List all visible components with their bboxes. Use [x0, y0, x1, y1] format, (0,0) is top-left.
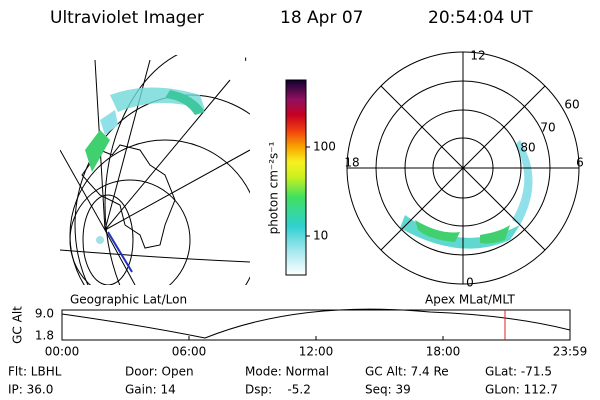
title: Ultraviolet Imager [50, 8, 204, 28]
lat-label: 70 [540, 121, 555, 135]
status-field: Mode: Normal [245, 365, 329, 379]
status-field: GLat: -71.5 [485, 365, 552, 379]
time: 20:54:04 UT [428, 8, 533, 28]
x-tick-label: 00:00 [45, 345, 80, 359]
mlt-label: 6 [576, 156, 584, 170]
altitude-curve [61, 308, 571, 339]
status-field: Dsp: -5.2 [245, 383, 311, 397]
panel-caption: Apex MLat/MLT [425, 293, 515, 307]
status-field: GC Alt: 7.4 Re [365, 365, 449, 379]
status-field: Gain: 14 [125, 383, 176, 397]
lat-label: 60 [564, 98, 579, 112]
geographic-map [60, 55, 250, 285]
status-field: Flt: LBHL [8, 365, 62, 379]
status-field: Door: Open [125, 365, 194, 379]
colorbar-label: photon cm⁻²s⁻¹ [267, 141, 281, 234]
mlt-label: 18 [344, 156, 359, 170]
panel-caption: Geographic Lat/Lon [70, 293, 187, 307]
x-tick-label: 06:00 [172, 345, 207, 359]
colorbar [285, 79, 307, 276]
status-field: Seq: 39 [365, 383, 411, 397]
x-tick-label: 12:00 [299, 345, 334, 359]
map-mark: ' [244, 56, 247, 70]
colorbar-tick: 100 [313, 140, 336, 154]
y-label: 1.8 [35, 329, 54, 343]
lat-label: 80 [520, 141, 535, 155]
axis-label: GC Alt [11, 306, 25, 344]
y-label: 9.0 [35, 307, 54, 321]
date: 18 Apr 07 [280, 8, 363, 28]
mlt-label: 0 [466, 276, 474, 290]
x-tick-label: 18:00 [426, 345, 461, 359]
status-field: GLon: 112.7 [485, 383, 558, 397]
mlt-label: 12 [470, 49, 485, 63]
polar-plot [346, 51, 580, 285]
status-field: IP: 36.0 [8, 383, 53, 397]
colorbar-tick: 10 [313, 229, 328, 243]
altitude-panel [61, 309, 571, 341]
x-tick-label: 23:59 [553, 345, 588, 359]
